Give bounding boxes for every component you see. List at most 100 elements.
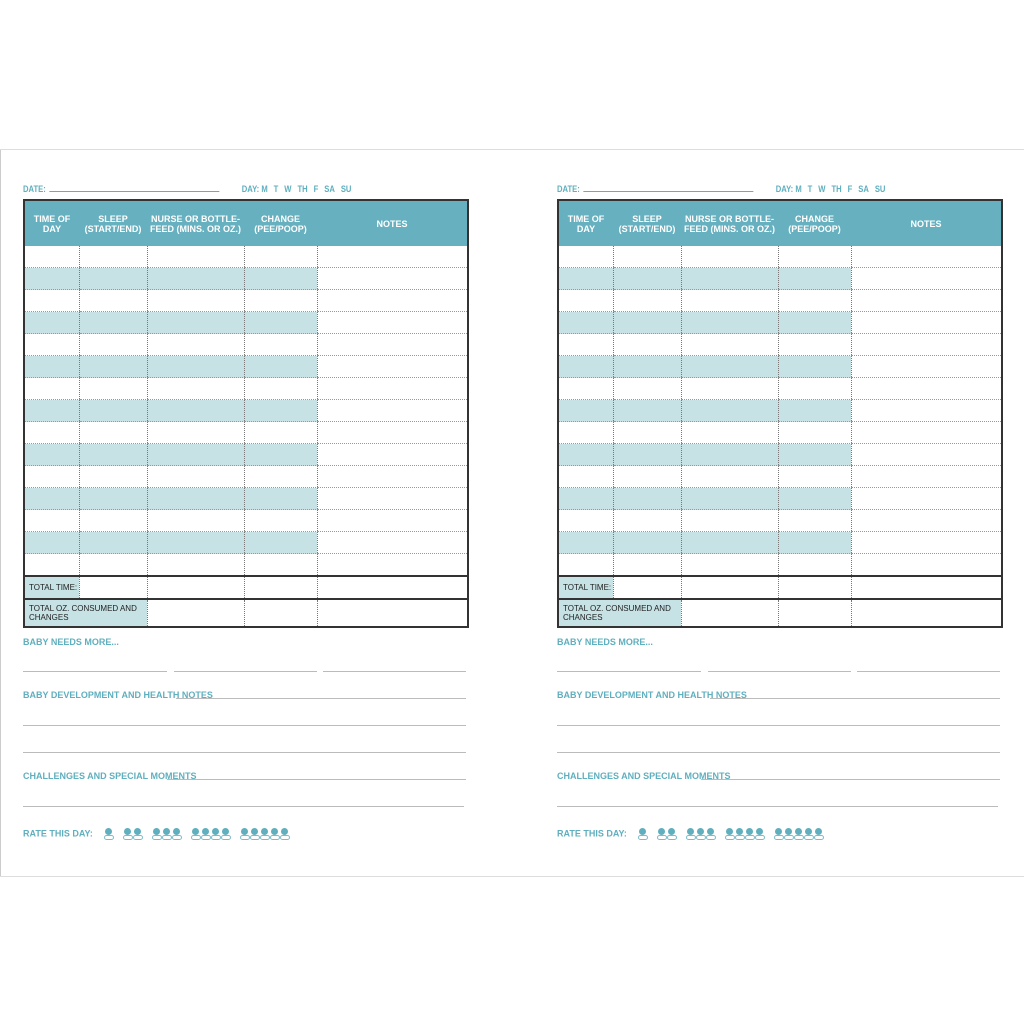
challenges-line[interactable] bbox=[701, 779, 1000, 780]
cell[interactable] bbox=[612, 465, 681, 488]
cell[interactable] bbox=[850, 598, 1002, 627]
cell[interactable] bbox=[612, 377, 681, 400]
cell[interactable] bbox=[777, 311, 851, 334]
cell[interactable] bbox=[23, 421, 79, 444]
development-line[interactable] bbox=[557, 725, 1000, 726]
cell[interactable] bbox=[316, 333, 468, 356]
cell[interactable] bbox=[146, 333, 244, 356]
cell[interactable] bbox=[23, 246, 79, 268]
cell[interactable] bbox=[78, 377, 147, 400]
cell[interactable] bbox=[680, 311, 778, 334]
day-option[interactable]: SU bbox=[874, 184, 886, 194]
cell[interactable] bbox=[78, 575, 147, 599]
cell[interactable] bbox=[612, 355, 681, 378]
day-option[interactable]: M bbox=[261, 184, 268, 194]
cell[interactable] bbox=[680, 289, 778, 312]
cell[interactable] bbox=[316, 377, 468, 400]
cell[interactable] bbox=[850, 509, 1002, 532]
cell[interactable] bbox=[777, 553, 851, 577]
development-line[interactable] bbox=[23, 725, 466, 726]
cell[interactable] bbox=[850, 333, 1002, 356]
cell[interactable] bbox=[78, 355, 147, 378]
cell[interactable] bbox=[243, 465, 317, 488]
cell[interactable] bbox=[557, 311, 613, 334]
challenges-line[interactable] bbox=[557, 806, 998, 807]
cell[interactable] bbox=[777, 399, 851, 422]
cell[interactable] bbox=[777, 465, 851, 488]
cell[interactable] bbox=[78, 399, 147, 422]
cell[interactable] bbox=[777, 377, 851, 400]
cell[interactable] bbox=[78, 333, 147, 356]
cell[interactable] bbox=[680, 553, 778, 577]
challenges-line[interactable] bbox=[167, 779, 466, 780]
cell[interactable] bbox=[316, 575, 468, 599]
cell[interactable] bbox=[23, 443, 79, 466]
date-field[interactable] bbox=[49, 191, 220, 192]
day-option[interactable]: T bbox=[807, 184, 813, 194]
cell[interactable] bbox=[612, 487, 681, 510]
needs-line[interactable] bbox=[23, 671, 167, 672]
cell[interactable] bbox=[612, 399, 681, 422]
cell[interactable] bbox=[680, 487, 778, 510]
cell[interactable] bbox=[78, 509, 147, 532]
cell[interactable] bbox=[23, 553, 79, 577]
cell[interactable] bbox=[23, 377, 79, 400]
cell[interactable] bbox=[612, 267, 681, 290]
cell[interactable] bbox=[316, 399, 468, 422]
cell[interactable] bbox=[146, 399, 244, 422]
cell[interactable] bbox=[777, 598, 851, 627]
cell[interactable] bbox=[557, 531, 613, 554]
cell[interactable] bbox=[557, 377, 613, 400]
cell[interactable] bbox=[146, 443, 244, 466]
cell[interactable] bbox=[78, 311, 147, 334]
cell[interactable] bbox=[78, 289, 147, 312]
cell[interactable] bbox=[680, 333, 778, 356]
cell[interactable] bbox=[78, 553, 147, 577]
cell[interactable] bbox=[612, 531, 681, 554]
cell[interactable] bbox=[243, 355, 317, 378]
cell[interactable] bbox=[777, 333, 851, 356]
cell[interactable] bbox=[316, 553, 468, 577]
cell[interactable] bbox=[316, 289, 468, 312]
rating-option-2[interactable] bbox=[657, 828, 678, 840]
needs-line[interactable] bbox=[708, 671, 851, 672]
day-option[interactable]: SA bbox=[858, 184, 869, 194]
cell[interactable] bbox=[243, 487, 317, 510]
cell[interactable] bbox=[23, 333, 79, 356]
cell[interactable] bbox=[146, 575, 244, 599]
cell[interactable] bbox=[850, 421, 1002, 444]
cell[interactable] bbox=[777, 421, 851, 444]
cell[interactable] bbox=[243, 377, 317, 400]
cell[interactable] bbox=[850, 487, 1002, 510]
cell[interactable] bbox=[850, 289, 1002, 312]
cell[interactable] bbox=[850, 311, 1002, 334]
cell[interactable] bbox=[243, 267, 317, 290]
rating-option-1[interactable] bbox=[638, 828, 649, 840]
cell[interactable] bbox=[850, 575, 1002, 599]
day-option[interactable]: W bbox=[818, 184, 826, 194]
cell[interactable] bbox=[680, 531, 778, 554]
day-option[interactable]: T bbox=[273, 184, 279, 194]
day-option[interactable]: TH bbox=[297, 184, 308, 194]
cell[interactable] bbox=[850, 246, 1002, 268]
cell[interactable] bbox=[316, 355, 468, 378]
cell[interactable] bbox=[850, 377, 1002, 400]
cell[interactable] bbox=[146, 421, 244, 444]
cell[interactable] bbox=[612, 443, 681, 466]
cell[interactable] bbox=[557, 443, 613, 466]
development-line[interactable] bbox=[176, 698, 466, 699]
cell[interactable] bbox=[23, 355, 79, 378]
rating-option-5[interactable] bbox=[240, 828, 291, 840]
cell[interactable] bbox=[850, 465, 1002, 488]
cell[interactable] bbox=[680, 421, 778, 444]
rating-option-3[interactable] bbox=[152, 828, 183, 840]
day-option[interactable]: M bbox=[795, 184, 802, 194]
cell[interactable] bbox=[680, 598, 778, 627]
needs-line[interactable] bbox=[557, 671, 701, 672]
cell[interactable] bbox=[243, 333, 317, 356]
cell[interactable] bbox=[146, 311, 244, 334]
cell[interactable] bbox=[23, 509, 79, 532]
cell[interactable] bbox=[146, 246, 244, 268]
cell[interactable] bbox=[557, 289, 613, 312]
rating-option-5[interactable] bbox=[774, 828, 825, 840]
